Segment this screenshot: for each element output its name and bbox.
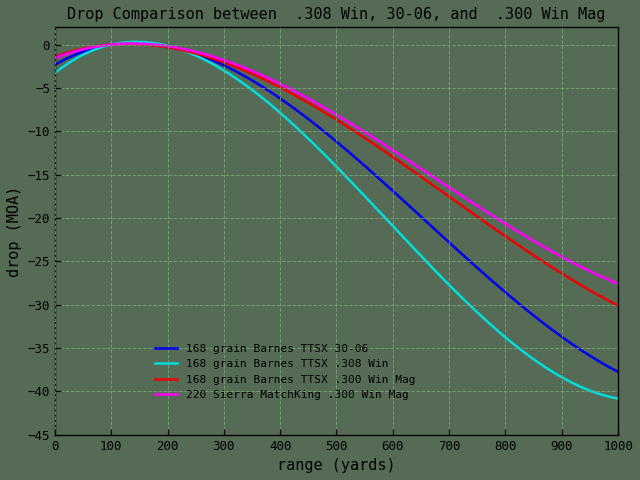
168 grain Barnes TTSX .300 Win Mag	[279, 86, 287, 92]
168 grain Barnes TTSX .308 Win	[109, 41, 116, 47]
168 grain Barnes TTSX .300 Win Mag	[109, 42, 116, 48]
220 Sierra MatchKing .300 Win Mag	[129, 41, 136, 47]
X-axis label: range (yards): range (yards)	[277, 458, 396, 473]
Y-axis label: drop (MOA): drop (MOA)	[7, 185, 22, 276]
168 grain Barnes TTSX .308 Win	[300, 131, 307, 137]
168 grain Barnes TTSX .300 Win Mag	[51, 54, 59, 60]
168 grain Barnes TTSX 30-06	[438, 233, 446, 239]
Line: 168 grain Barnes TTSX .308 Win: 168 grain Barnes TTSX .308 Win	[55, 42, 618, 398]
220 Sierra MatchKing .300 Win Mag	[491, 214, 499, 220]
168 grain Barnes TTSX .308 Win	[614, 396, 622, 401]
168 grain Barnes TTSX .300 Win Mag	[300, 97, 307, 103]
220 Sierra MatchKing .300 Win Mag	[51, 55, 59, 61]
168 grain Barnes TTSX 30-06	[614, 369, 622, 375]
168 grain Barnes TTSX .308 Win	[51, 70, 59, 76]
168 grain Barnes TTSX 30-06	[300, 112, 307, 118]
Legend: 168 grain Barnes TTSX 30-06, 168 grain Barnes TTSX .308 Win, 168 grain Barnes TT: 168 grain Barnes TTSX 30-06, 168 grain B…	[150, 339, 420, 405]
Line: 220 Sierra MatchKing .300 Win Mag: 220 Sierra MatchKing .300 Win Mag	[55, 44, 618, 284]
220 Sierra MatchKing .300 Win Mag	[300, 93, 307, 99]
168 grain Barnes TTSX .308 Win	[491, 325, 499, 331]
168 grain Barnes TTSX .308 Win	[501, 334, 509, 340]
Line: 168 grain Barnes TTSX .300 Win Mag: 168 grain Barnes TTSX .300 Win Mag	[55, 44, 618, 306]
168 grain Barnes TTSX .308 Win	[132, 39, 140, 45]
Title: Drop Comparison between  .308 Win, 30-06, and  .300 Win Mag: Drop Comparison between .308 Win, 30-06,…	[67, 7, 605, 22]
220 Sierra MatchKing .300 Win Mag	[438, 180, 446, 186]
168 grain Barnes TTSX 30-06	[109, 42, 116, 48]
168 grain Barnes TTSX 30-06	[279, 97, 287, 103]
168 grain Barnes TTSX .300 Win Mag	[501, 233, 509, 239]
168 grain Barnes TTSX .308 Win	[279, 112, 287, 118]
168 grain Barnes TTSX .300 Win Mag	[438, 189, 446, 194]
168 grain Barnes TTSX .300 Win Mag	[124, 41, 132, 47]
168 grain Barnes TTSX .300 Win Mag	[491, 226, 499, 232]
168 grain Barnes TTSX 30-06	[501, 289, 509, 295]
168 grain Barnes TTSX .300 Win Mag	[614, 303, 622, 309]
168 grain Barnes TTSX .308 Win	[438, 275, 446, 281]
220 Sierra MatchKing .300 Win Mag	[614, 281, 622, 287]
220 Sierra MatchKing .300 Win Mag	[279, 83, 287, 88]
168 grain Barnes TTSX 30-06	[491, 280, 499, 286]
168 grain Barnes TTSX 30-06	[51, 62, 59, 68]
220 Sierra MatchKing .300 Win Mag	[109, 42, 116, 48]
220 Sierra MatchKing .300 Win Mag	[501, 220, 509, 226]
Line: 168 grain Barnes TTSX 30-06: 168 grain Barnes TTSX 30-06	[55, 43, 618, 372]
168 grain Barnes TTSX 30-06	[131, 40, 139, 46]
